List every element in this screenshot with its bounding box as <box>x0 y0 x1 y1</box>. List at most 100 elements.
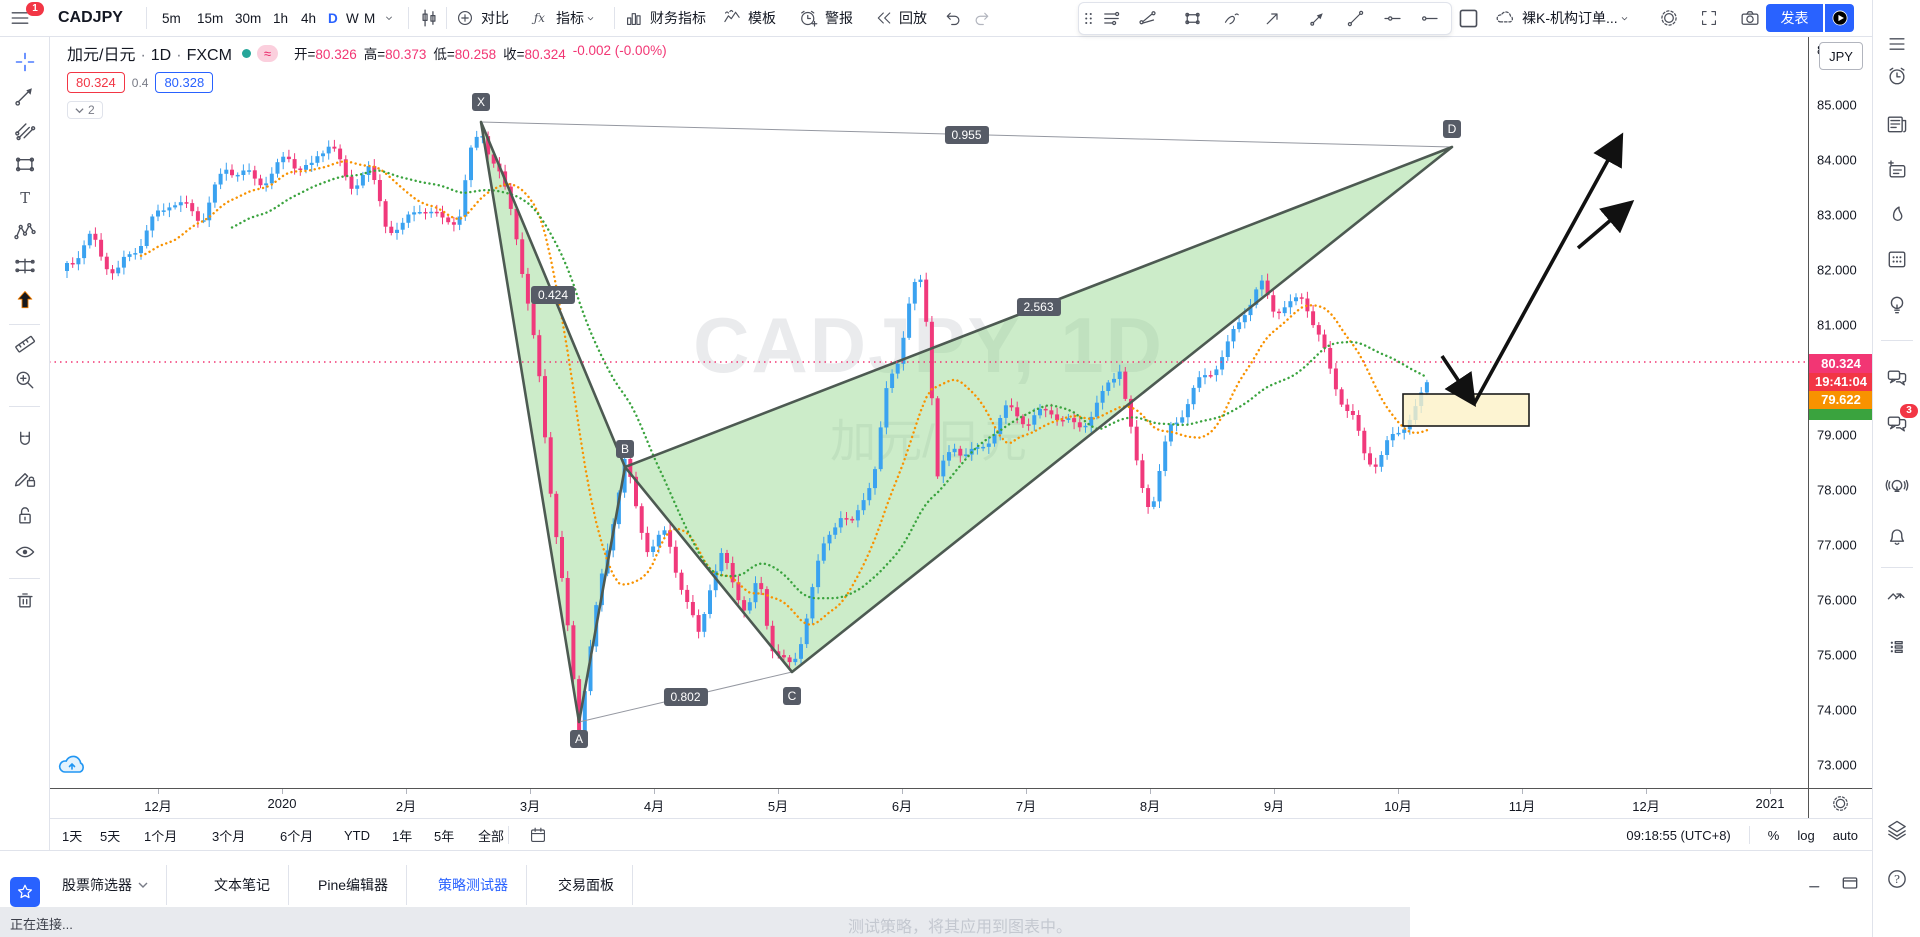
panel-minimize-button[interactable] <box>1806 874 1824 892</box>
favorites-star-button[interactable] <box>10 877 40 907</box>
pattern-ratio-AC[interactable]: 0.802 <box>663 688 708 706</box>
auto-scale-button[interactable]: auto <box>1832 827 1858 843</box>
drag-handle[interactable] <box>1078 0 1099 36</box>
legend-symbol-title[interactable]: 加元/日元 · 1D · FXCM <box>67 47 232 64</box>
pattern-ratio-XD[interactable]: 0.955 <box>944 125 989 144</box>
range-全部-button[interactable]: 全部 <box>478 828 505 844</box>
help-button[interactable]: ? <box>1881 863 1913 895</box>
range-YTD-button[interactable]: YTD <box>344 827 370 843</box>
percent-scale-button[interactable]: % <box>1767 827 1780 843</box>
arrow-marker-tool-button[interactable] <box>8 285 41 315</box>
alert-button[interactable]: 警报 <box>798 0 853 36</box>
remove-drawings-button[interactable] <box>8 585 41 615</box>
timeframe-d-button[interactable]: D <box>328 10 338 26</box>
notifications-button[interactable] <box>1881 520 1913 552</box>
tab-策略测试器[interactable]: 策略测试器 <box>420 865 527 905</box>
cloud-sync-icon[interactable] <box>56 752 88 785</box>
clock-label[interactable]: 09:18:55 (UTC+8) <box>1626 827 1731 843</box>
undo-button[interactable] <box>942 0 963 36</box>
alerts-button[interactable] <box>1881 60 1913 92</box>
ask-box[interactable]: 80.328 <box>155 72 214 93</box>
medium-up-arrow[interactable] <box>1576 199 1635 250</box>
price-axis[interactable]: 86.00085.00084.00083.00082.00081.00079.0… <box>1808 36 1873 788</box>
timeframe-30m-button[interactable]: 30m <box>235 10 262 26</box>
calendar-button[interactable] <box>1881 243 1913 275</box>
panel-maximize-button[interactable] <box>1840 873 1860 893</box>
publish-button[interactable]: 发表 <box>1766 4 1823 32</box>
screenshot-button[interactable] <box>1739 0 1761 36</box>
magnet-mode-button[interactable] <box>8 425 41 455</box>
pattern-xab-fill[interactable] <box>481 122 625 722</box>
zoom-in-tool-button[interactable] <box>8 365 41 395</box>
trend-line-tool-button[interactable] <box>1345 0 1366 36</box>
lock-drawings-button[interactable] <box>8 501 41 531</box>
bid-box[interactable]: 80.324 <box>67 72 125 93</box>
range-3个月-button[interactable]: 3个月 <box>212 828 246 844</box>
delayed-data-badge[interactable]: ≈ <box>256 44 279 62</box>
axis-settings-gear-icon[interactable] <box>1830 793 1851 814</box>
info-line-tool-button[interactable] <box>1137 0 1158 36</box>
measure-tool-button[interactable] <box>8 329 41 359</box>
timeframe-15m-button[interactable]: 15m <box>197 10 224 26</box>
public-chat-button[interactable] <box>1881 362 1913 394</box>
square-tool-button[interactable] <box>1456 0 1481 36</box>
time-axis[interactable]: 12月 2020 2月 3月 4月 5月 6月 7月 8月 9月 10月 11月 12月 2021 <box>0 788 1872 819</box>
range-5年-button[interactable]: 5年 <box>434 828 455 844</box>
trend-line-tool-button[interactable] <box>8 81 41 111</box>
drawing-mode-button[interactable] <box>8 463 41 493</box>
timeframe-4h-button[interactable]: 4h <box>301 10 317 26</box>
legend-collapse-button[interactable]: 2 <box>67 101 103 119</box>
tab-股票筛选器[interactable]: 股票筛选器 <box>44 865 167 905</box>
horizontal-line-tool-button[interactable] <box>1101 0 1122 36</box>
currency-unit-button[interactable]: JPY <box>1819 42 1863 70</box>
prediction-tool-button[interactable] <box>8 251 41 281</box>
private-chat-button[interactable]: 3 <box>1881 404 1918 440</box>
main-menu-button[interactable] <box>8 0 32 36</box>
range-1天-button[interactable]: 1天 <box>62 828 83 844</box>
watchlist-button[interactable] <box>1881 28 1913 60</box>
text-tool-button[interactable]: T <box>8 183 41 213</box>
range-1年-button[interactable]: 1年 <box>392 828 413 844</box>
small-down-arrow[interactable] <box>1440 355 1476 407</box>
log-scale-button[interactable]: log <box>1797 827 1815 843</box>
crosshair-tool-button[interactable] <box>8 47 41 77</box>
pattern-ratio-XB[interactable]: 0.424 <box>530 285 576 304</box>
templates-button[interactable]: 模板 <box>722 0 776 36</box>
dom-panel-button[interactable] <box>1881 631 1913 663</box>
news-button[interactable] <box>1881 108 1913 140</box>
tab-交易面板[interactable]: 交易面板 <box>540 865 633 905</box>
template-selector[interactable]: 裸K-机构订单... <box>1494 0 1631 36</box>
range-6个月-button[interactable]: 6个月 <box>280 828 314 844</box>
hotlist-button[interactable] <box>1881 198 1913 230</box>
fullscreen-button[interactable] <box>1699 0 1719 36</box>
fundamentals-button[interactable]: 财务指标 <box>624 0 706 36</box>
range-5天-button[interactable]: 5天 <box>100 828 121 844</box>
pattern-point-label-X[interactable]: X <box>472 93 490 111</box>
brush-tool-button[interactable] <box>1221 0 1242 36</box>
big-up-arrow[interactable] <box>1472 132 1624 405</box>
timeframe-m-button[interactable]: M <box>364 10 376 26</box>
hide-drawings-button[interactable] <box>8 537 41 567</box>
indicators-button[interactable]: ƒx 指标 <box>530 0 597 36</box>
redo-button[interactable] <box>972 0 993 36</box>
replay-button[interactable]: 回放 <box>874 0 927 36</box>
pattern-point-label-D[interactable]: D <box>1443 120 1461 138</box>
xabcd-pattern-tool-button[interactable] <box>8 217 41 247</box>
timeframe-w-button[interactable]: W <box>346 10 359 26</box>
ray-tool-button[interactable] <box>1419 0 1440 36</box>
pattern-point-label-C[interactable]: C <box>783 687 801 705</box>
ma-fast-line[interactable] <box>139 160 1429 626</box>
pitchfork-tool-button[interactable] <box>8 115 41 145</box>
object-tree-button[interactable] <box>1881 814 1913 846</box>
pattern-point-label-B[interactable]: B <box>616 440 634 458</box>
pattern-point-label-A[interactable]: A <box>570 730 588 748</box>
shapes-tool-button[interactable] <box>8 149 41 179</box>
order-panel-button[interactable] <box>1881 581 1913 613</box>
tab-Pine编辑器[interactable]: Pine编辑器 <box>300 865 408 905</box>
tab-文本笔记[interactable]: 文本笔记 <box>196 865 289 905</box>
timeframe-menu-button[interactable] <box>382 0 396 36</box>
arrow-marker-tool-button[interactable] <box>1307 0 1328 36</box>
timeframe-1h-button[interactable]: 1h <box>273 10 289 26</box>
horizontal-ray-tool-button[interactable] <box>1382 0 1403 36</box>
rectangle-tool-button[interactable] <box>1182 0 1203 36</box>
